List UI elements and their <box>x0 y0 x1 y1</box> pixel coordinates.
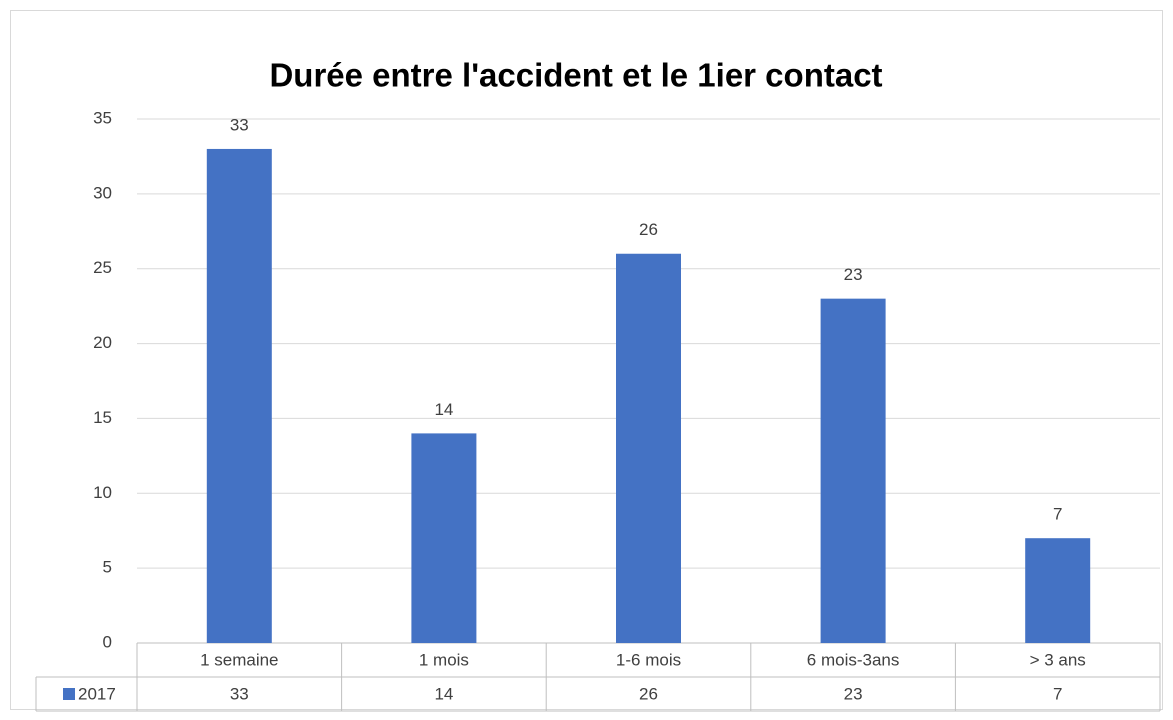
y-tick-label: 20 <box>93 333 112 352</box>
x-tick-label: 1 mois <box>419 650 469 669</box>
legend-label: 2017 <box>78 684 116 703</box>
x-tick-label: 1 semaine <box>200 650 278 669</box>
bar <box>206 148 272 643</box>
x-tick-label: > 3 ans <box>1030 650 1086 669</box>
data-label: 33 <box>230 115 249 134</box>
y-tick-label: 0 <box>103 632 112 651</box>
chart-border <box>10 10 1163 710</box>
data-label: 7 <box>1053 505 1062 524</box>
bar <box>616 253 681 643</box>
y-tick-label: 25 <box>93 258 112 277</box>
bar <box>1025 538 1091 643</box>
x-tick-label: 1-6 mois <box>616 650 681 669</box>
table-value: 7 <box>1053 684 1062 703</box>
data-label: 23 <box>844 265 863 284</box>
y-tick-label: 35 <box>93 108 112 127</box>
table-value: 14 <box>434 684 453 703</box>
data-label: 26 <box>639 220 658 239</box>
y-tick-label: 5 <box>103 558 112 577</box>
x-tick-label: 6 mois-3ans <box>807 650 900 669</box>
y-tick-label: 10 <box>93 483 112 502</box>
bar <box>820 298 886 643</box>
table-value: 26 <box>639 684 658 703</box>
y-tick-label: 30 <box>93 183 112 202</box>
legend-key <box>63 688 75 700</box>
y-tick-label: 15 <box>93 408 112 427</box>
data-label: 14 <box>434 400 453 419</box>
bar <box>411 433 477 643</box>
table-value: 33 <box>230 684 249 703</box>
chart-title: Durée entre l'accident et le 1ier contac… <box>269 57 882 94</box>
table-value: 23 <box>844 684 863 703</box>
